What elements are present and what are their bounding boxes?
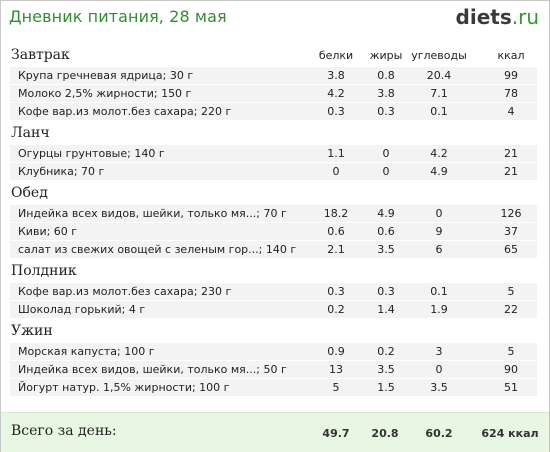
food-kcal: 65 <box>504 243 518 256</box>
food-carbs: 7.1 <box>430 87 448 100</box>
food-carbs: 4.9 <box>430 165 448 178</box>
food-protein: 0.9 <box>327 345 345 358</box>
food-name: Крупа гречневая ядрица; 30 г <box>18 69 194 82</box>
food-kcal: 51 <box>504 381 518 394</box>
food-carbs: 20.4 <box>426 69 452 82</box>
food-protein: 0.3 <box>327 105 345 118</box>
food-kcal: 21 <box>504 147 518 160</box>
daily-total-bar: Всего за день: 49.7 20.8 60.2 624 ккал <box>1 412 549 452</box>
food-kcal: 78 <box>504 87 518 100</box>
food-kcal: 5 <box>507 285 515 298</box>
total-carbs: 60.2 <box>425 427 453 440</box>
food-fat: 0.3 <box>377 105 395 118</box>
food-kcal: 99 <box>504 69 518 82</box>
food-protein: 0.6 <box>327 225 345 238</box>
food-carbs: 3.5 <box>430 381 448 394</box>
food-protein: 0.3 <box>327 285 345 298</box>
food-fat: 3.8 <box>377 87 395 100</box>
food-row[interactable]: Огурцы грунтовые; 140 г 1.1 0 4.2 21 <box>10 145 537 163</box>
site-logo[interactable]: diets.ru <box>456 5 539 29</box>
food-carbs: 4.2 <box>430 147 448 160</box>
food-name: Огурцы грунтовые; 140 г <box>18 147 165 160</box>
total-fat: 20.8 <box>371 427 399 440</box>
food-protein: 0.2 <box>327 303 345 316</box>
food-carbs: 0.1 <box>430 285 448 298</box>
food-kcal: 37 <box>504 225 518 238</box>
food-carbs: 0 <box>435 207 443 220</box>
meal-heading: Завтрак <box>11 47 70 63</box>
food-carbs: 9 <box>435 225 443 238</box>
food-kcal: 126 <box>500 207 522 220</box>
food-kcal: 5 <box>507 345 515 358</box>
food-name: Молоко 2,5% жирности; 150 г <box>18 87 192 100</box>
meal-heading: Ланч <box>11 125 50 141</box>
food-protein: 5 <box>332 381 340 394</box>
food-fat: 1.5 <box>377 381 395 394</box>
food-fat: 3.5 <box>377 243 395 256</box>
food-name: Йогурт натур. 1,5% жирности; 100 г <box>18 381 230 394</box>
food-row[interactable]: Йогурт натур. 1,5% жирности; 100 г 5 1.5 3.… <box>10 379 537 397</box>
food-protein: 0 <box>332 165 340 178</box>
food-fat: 0 <box>382 147 390 160</box>
food-row[interactable]: Кофе вар.из молот.без сахара; 220 г 0.3 0.… <box>10 103 537 121</box>
food-kcal: 4 <box>507 105 515 118</box>
food-name: Индейка всех видов, шейки, только мя...;… <box>18 363 287 376</box>
daily-total-label: Всего за день: <box>11 423 117 439</box>
total-protein: 49.7 <box>322 427 350 440</box>
header: Дневник питания, 28 мая diets.ru <box>1 1 549 35</box>
food-fat: 4.9 <box>377 207 395 220</box>
food-protein: 2.1 <box>327 243 345 256</box>
food-row[interactable]: Крупа гречневая ядрица; 30 г 3.8 0.8 20.4 99 <box>10 67 537 85</box>
total-kcal: 624 ккал <box>481 427 539 440</box>
food-row[interactable]: Индейка всех видов, шейки, только мя...;… <box>10 205 537 223</box>
column-header-fat: жиры <box>369 49 403 62</box>
food-fat: 3.5 <box>377 363 395 376</box>
food-fat: 0 <box>382 165 390 178</box>
food-name: Шоколад горький; 4 г <box>18 303 146 316</box>
food-row[interactable]: Индейка всех видов, шейки, только мя...;… <box>10 361 537 379</box>
meal-heading: Обед <box>11 185 48 201</box>
food-fat: 1.4 <box>377 303 395 316</box>
food-carbs: 1.9 <box>430 303 448 316</box>
food-name: Кофе вар.из молот.без сахара; 230 г <box>18 285 232 298</box>
food-carbs: 3 <box>435 345 443 358</box>
food-name: Индейка всех видов, шейки, только мя...;… <box>18 207 287 220</box>
meal-heading: Ужин <box>11 323 53 339</box>
food-protein: 18.2 <box>323 207 349 220</box>
food-row[interactable]: салат из свежих овощей с зеленым гор...;… <box>10 241 537 259</box>
food-row[interactable]: Молоко 2,5% жирности; 150 г 4.2 3.8 7.1 78 <box>10 85 537 103</box>
column-header-protein: белки <box>318 49 354 62</box>
food-row[interactable]: Морская капуста; 100 г 0.9 0.2 3 5 <box>10 343 537 361</box>
food-protein: 1.1 <box>327 147 345 160</box>
column-header-kcal: ккал <box>497 49 525 62</box>
meal-heading: Полдник <box>11 263 77 279</box>
food-name: Клубника; 70 г <box>18 165 105 178</box>
logo-text-main: diets <box>455 5 512 29</box>
food-name: Киви; 60 г <box>18 225 78 238</box>
food-kcal: 21 <box>504 165 518 178</box>
food-carbs: 6 <box>435 243 443 256</box>
food-fat: 0.6 <box>377 225 395 238</box>
food-row[interactable]: Клубника; 70 г 0 0 4.9 21 <box>10 163 537 181</box>
food-kcal: 90 <box>504 363 518 376</box>
food-fat: 0.8 <box>377 69 395 82</box>
food-protein: 3.8 <box>327 69 345 82</box>
food-name: Кофе вар.из молот.без сахара; 220 г <box>18 105 232 118</box>
food-carbs: 0.1 <box>430 105 448 118</box>
food-name: Морская капуста; 100 г <box>18 345 155 358</box>
food-name: салат из свежих овощей с зеленым гор...;… <box>18 243 297 256</box>
page-title: Дневник питания, 28 мая <box>9 7 227 26</box>
logo-text-domain: .ru <box>511 5 539 29</box>
column-header-carbs: углеводы <box>411 49 467 62</box>
food-fat: 0.2 <box>377 345 395 358</box>
food-row[interactable]: Киви; 60 г 0.6 0.6 9 37 <box>10 223 537 241</box>
food-kcal: 22 <box>504 303 518 316</box>
food-protein: 13 <box>329 363 343 376</box>
food-row[interactable]: Шоколад горький; 4 г 0.2 1.4 1.9 22 <box>10 301 537 319</box>
food-fat: 0.3 <box>377 285 395 298</box>
food-row[interactable]: Кофе вар.из молот.без сахара; 230 г 0.3 0.… <box>10 283 537 301</box>
food-protein: 4.2 <box>327 87 345 100</box>
food-carbs: 0 <box>435 363 443 376</box>
